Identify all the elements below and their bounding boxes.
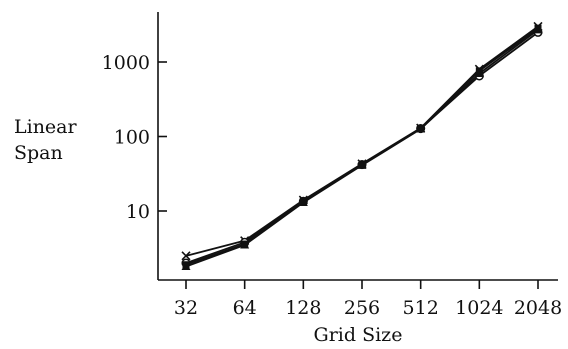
- point-square-256: [358, 161, 366, 169]
- x-tick-label-1024: 1024: [455, 297, 503, 319]
- series-line-square: [185, 27, 539, 266]
- series-line-x: [185, 25, 539, 257]
- x-tick-label-32: 32: [174, 297, 198, 319]
- point-square-2048: [534, 24, 542, 32]
- y-tick-label-1000: 1000: [102, 52, 150, 74]
- point-x-32: [181, 251, 191, 261]
- x-tick-label-2048: 2048: [514, 297, 562, 319]
- x-tick-label-128: 128: [285, 297, 321, 319]
- point-square-32: [182, 261, 190, 269]
- series-x: [181, 21, 543, 261]
- x-tick-label-256: 256: [344, 297, 380, 319]
- y-tick-label-100: 100: [114, 127, 150, 149]
- y-tick-label-10: 10: [126, 201, 150, 223]
- axes: 10 100 1000 32 64 128 256 512 1024 2048: [102, 12, 562, 319]
- series-square: [182, 24, 542, 269]
- y-axis-label-line-1: Linear: [14, 116, 78, 138]
- x-axis-label: Grid Size: [314, 324, 403, 346]
- y-axis-label-line-2: Span: [14, 142, 63, 164]
- x-tick-label-64: 64: [233, 297, 257, 319]
- point-square-1024: [475, 67, 483, 75]
- x-tick-label-512: 512: [403, 297, 439, 319]
- point-square-128: [299, 197, 307, 205]
- point-square-512: [417, 125, 425, 133]
- point-square-64: [241, 240, 249, 248]
- series-layer: [181, 21, 543, 270]
